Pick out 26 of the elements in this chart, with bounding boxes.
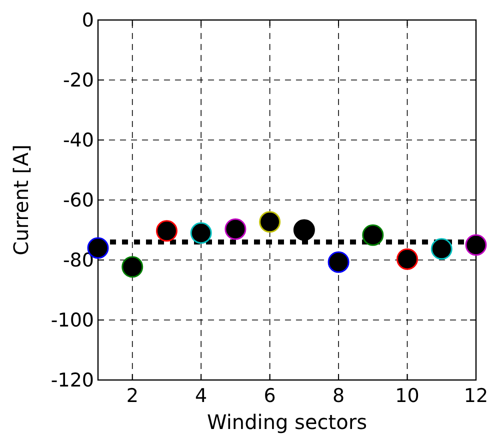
point [259,211,281,233]
y-tick-label: -100 [50,310,94,332]
x-tick-label: 4 [195,385,208,407]
x-tick-label: 8 [332,385,345,407]
point [293,219,315,241]
point [328,251,350,273]
y-tick-label: -80 [62,250,94,272]
point [156,220,178,242]
x-tick-label: 10 [395,385,420,407]
y-tick-label: -40 [62,130,94,152]
point [396,248,418,270]
y-tick-label: 0 [82,10,94,32]
x-tick-label: 12 [464,385,488,407]
y-tick-label: -20 [62,70,94,92]
point [224,218,246,240]
y-tick-label: -60 [62,190,94,212]
point [465,234,487,256]
x-tick-label: 2 [126,385,138,407]
x-axis-title: Winding sectors [207,410,367,434]
y-axis-title: Current [A] [9,144,33,256]
x-tick-label: 6 [264,385,276,407]
y-tick-label: -120 [50,370,94,392]
point [430,238,452,260]
point [362,224,384,246]
point [122,256,144,278]
point [190,222,212,244]
